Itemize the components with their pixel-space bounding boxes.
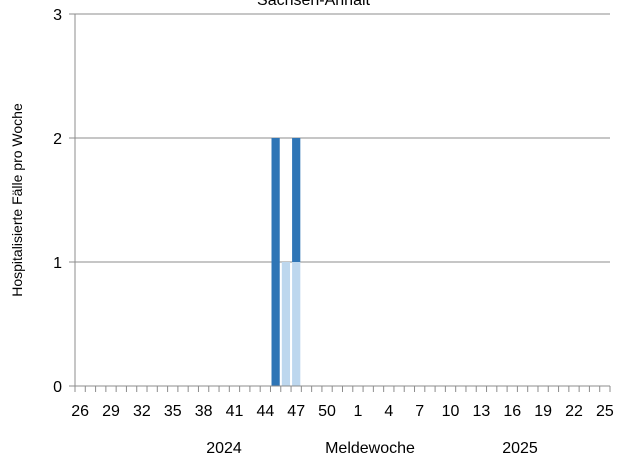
axes bbox=[69, 13, 611, 392]
year-label-2024: 2024 bbox=[206, 440, 242, 457]
x-tick-label: 22 bbox=[565, 403, 583, 420]
x-axis-label: Meldewoche bbox=[325, 440, 415, 457]
grid-lines bbox=[75, 13, 610, 263]
x-tick-label: 1 bbox=[353, 403, 362, 420]
chart-title: Sachsen-Anhalt bbox=[257, 0, 370, 9]
y-tick-label: 0 bbox=[53, 379, 62, 396]
bar bbox=[292, 138, 301, 262]
bar bbox=[281, 262, 291, 386]
x-tick-label: 29 bbox=[102, 403, 120, 420]
y-axis-label: Hospitalisierte Fälle pro Woche bbox=[9, 103, 25, 297]
x-tick-label: 32 bbox=[133, 403, 151, 420]
x-tick-label: 25 bbox=[596, 403, 614, 420]
x-tick-label: 44 bbox=[256, 403, 274, 420]
bars bbox=[271, 138, 301, 386]
x-tick-label: 38 bbox=[195, 403, 213, 420]
x-tick-label: 13 bbox=[472, 403, 490, 420]
x-tick-label: 47 bbox=[287, 403, 305, 420]
year-label-2025: 2025 bbox=[502, 440, 538, 457]
x-tick-label: 16 bbox=[503, 403, 521, 420]
bar bbox=[271, 138, 280, 386]
bar bbox=[292, 262, 301, 386]
x-tick-label: 7 bbox=[415, 403, 424, 420]
x-tick-label: 4 bbox=[384, 403, 393, 420]
x-tick-label: 19 bbox=[534, 403, 552, 420]
x-tick-label: 50 bbox=[318, 403, 336, 420]
x-tick-label: 10 bbox=[442, 403, 460, 420]
y-tick-label: 3 bbox=[53, 7, 62, 24]
x-tick-label: 41 bbox=[226, 403, 244, 420]
x-tick-label: 35 bbox=[164, 403, 182, 420]
y-tick-label: 2 bbox=[53, 131, 62, 148]
y-tick-label: 1 bbox=[53, 255, 62, 272]
x-tick-label: 26 bbox=[71, 403, 89, 420]
